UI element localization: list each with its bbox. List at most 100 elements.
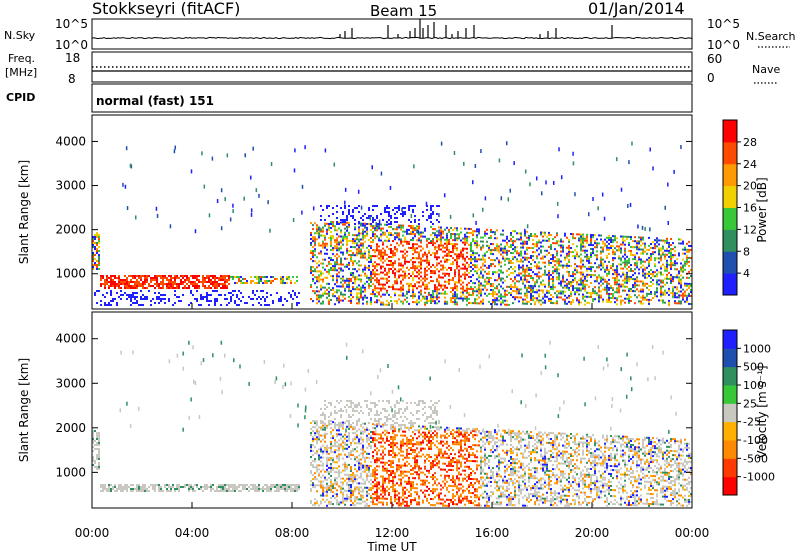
power-cell — [360, 217, 362, 219]
power-cell — [386, 253, 388, 256]
power-cell — [450, 251, 452, 253]
power-cell — [542, 239, 544, 242]
power-cell — [392, 264, 394, 267]
power-cell — [628, 301, 630, 304]
velocity-cell — [244, 488, 246, 490]
velocity-cell — [158, 490, 160, 492]
power-cell — [348, 285, 350, 288]
power-cell — [218, 279, 220, 281]
power-cell — [130, 285, 132, 287]
power-cell — [654, 259, 656, 262]
velocity-cell — [228, 486, 230, 488]
power-cell — [96, 236, 98, 238]
power-cell — [176, 283, 178, 285]
power-cell — [354, 278, 356, 281]
power-cell — [370, 299, 372, 301]
power-cell — [484, 252, 486, 255]
power-cell — [322, 244, 324, 247]
power-cell — [144, 296, 146, 298]
power-cell — [440, 284, 442, 287]
power-cell — [374, 293, 376, 296]
velocity-cell — [338, 475, 340, 478]
velocity-cell — [316, 424, 318, 427]
velocity-cell — [142, 484, 144, 486]
power-cell — [382, 247, 384, 250]
power-cell — [442, 284, 444, 287]
velocity-cell — [184, 486, 186, 488]
velocity-cell — [312, 444, 314, 447]
power-cell — [132, 294, 134, 296]
velocity-cell — [94, 466, 96, 468]
velocity-cell — [334, 439, 336, 442]
power-cell — [384, 231, 386, 234]
velocity-cell — [344, 469, 346, 472]
power-cell — [404, 258, 406, 261]
power-cell — [140, 285, 142, 287]
velocity-cell — [92, 432, 94, 434]
power-cell — [292, 298, 294, 300]
power-cell — [194, 275, 196, 277]
power-cell — [174, 277, 176, 279]
power-cell — [146, 298, 148, 300]
power-cell — [108, 287, 110, 289]
power-cell — [340, 251, 342, 254]
power-cell — [672, 296, 674, 299]
power-cell — [430, 266, 432, 268]
power-cell — [560, 280, 562, 283]
power-cell — [542, 289, 544, 292]
power-cell — [116, 283, 118, 285]
velocity-cell — [218, 486, 220, 488]
power-cell — [468, 265, 470, 268]
power-cell — [490, 265, 492, 267]
power-cell — [404, 252, 406, 255]
power-cell — [610, 297, 612, 299]
power-cell — [674, 260, 676, 263]
power-cell — [392, 209, 394, 211]
power-cell — [324, 276, 326, 279]
power-cell — [600, 260, 602, 263]
power-cell — [500, 285, 502, 288]
power-cell — [236, 282, 238, 284]
power-cell — [442, 272, 444, 275]
power-cell — [528, 234, 530, 237]
power-cell — [204, 287, 206, 289]
power-cell — [218, 294, 220, 296]
power-cell — [428, 263, 430, 266]
power-cell — [432, 252, 434, 255]
velocity-cell — [338, 473, 340, 476]
power-cell — [496, 229, 498, 232]
power-cell — [328, 270, 330, 273]
velocity-cell — [316, 428, 318, 431]
power-cell — [454, 295, 456, 298]
velocity-cell — [348, 433, 350, 436]
power-cell — [440, 248, 442, 251]
power-cell — [340, 231, 342, 234]
power-cell — [588, 212, 590, 217]
power-cell — [148, 285, 150, 287]
power-cell — [118, 279, 120, 281]
power-cell — [666, 247, 668, 250]
power-cell — [484, 292, 486, 295]
power-cell — [394, 238, 396, 241]
power-cell — [464, 289, 466, 292]
velocity-cell — [312, 420, 314, 423]
power-cell — [664, 253, 666, 256]
power-cell — [510, 272, 512, 274]
power-cell — [590, 282, 592, 284]
power-cell — [392, 256, 394, 259]
power-cell — [362, 232, 364, 235]
power-cell — [412, 295, 414, 298]
power-cell — [586, 235, 588, 238]
velocity-cell — [286, 484, 288, 486]
power-cell — [250, 208, 253, 213]
velocity-cell — [296, 484, 298, 486]
power-cell — [360, 238, 362, 241]
power-cell — [524, 272, 526, 275]
power-cell — [240, 280, 242, 282]
power-cell — [690, 245, 692, 247]
power-cell — [514, 278, 516, 281]
power-cell — [220, 283, 222, 285]
power-cell — [218, 283, 220, 285]
power-cell — [538, 299, 540, 302]
